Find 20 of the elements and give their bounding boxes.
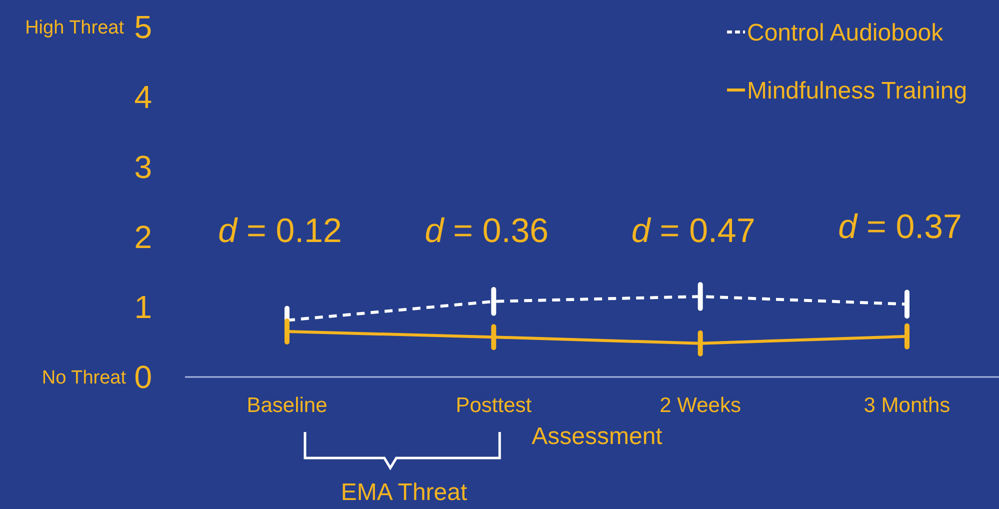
annotation: d = 0.12: [218, 212, 342, 250]
y-tick-label: 1: [134, 289, 152, 326]
y-tick-label: 2: [134, 219, 152, 256]
legend-label: Mindfulness Training: [747, 77, 968, 104]
x-tick-label: Posttest: [456, 394, 532, 417]
legend-label: Control Audiobook: [747, 19, 944, 46]
annotation: d = 0.37: [838, 208, 962, 246]
text: EMA Threat: [340, 479, 468, 506]
y-tick-label: 4: [134, 79, 152, 116]
y-tick-label: 3: [134, 149, 152, 186]
text: No Threat: [42, 368, 127, 389]
x-tick-label: 2 Weeks: [660, 394, 741, 417]
x-tick-label: 3 Months: [864, 394, 950, 417]
y-tick-label: 5: [134, 9, 152, 46]
x-tick-label: Baseline: [246, 394, 328, 417]
x-axis-title: Assessment: [532, 423, 663, 450]
annotation: d = 0.47: [631, 212, 756, 250]
y-tick-label: 0: [134, 359, 152, 396]
annotation: d = 0.36: [424, 212, 549, 250]
text: High Threat: [25, 18, 125, 39]
